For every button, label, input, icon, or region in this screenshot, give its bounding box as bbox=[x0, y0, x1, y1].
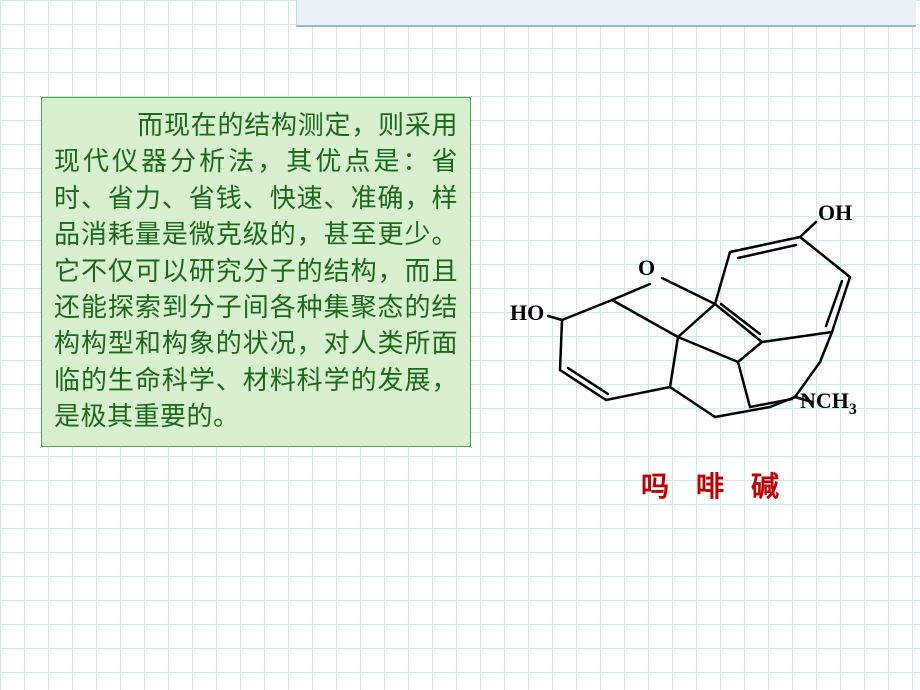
slide-container: 而现在的结构测定，则采用现代仪器分析法，其优点是：省时、省力、省钱、快速、准确，… bbox=[0, 0, 920, 690]
description-text-box: 而现在的结构测定，则采用现代仪器分析法，其优点是：省时、省力、省钱、快速、准确，… bbox=[41, 97, 471, 447]
molecule-name-char-1: 吗 bbox=[641, 472, 669, 503]
molecule-svg: OH HO O NCH3 bbox=[500, 192, 900, 452]
morphine-structure-diagram: OH HO O NCH3 bbox=[500, 192, 900, 452]
molecule-name-label: 吗 啡 碱 bbox=[540, 465, 880, 505]
atom-oh-top: OH bbox=[818, 200, 852, 225]
molecule-name-char-2: 啡 bbox=[696, 472, 724, 503]
atom-n-ch3: NCH3 bbox=[800, 388, 857, 418]
description-paragraph: 而现在的结构测定，则采用现代仪器分析法，其优点是：省时、省力、省钱、快速、准确，… bbox=[54, 108, 458, 436]
molecule-name-char-3: 碱 bbox=[751, 472, 779, 503]
top-decorative-band bbox=[296, 0, 916, 27]
atom-ho-left: HO bbox=[510, 300, 544, 325]
atom-o-bridge: O bbox=[638, 255, 655, 280]
